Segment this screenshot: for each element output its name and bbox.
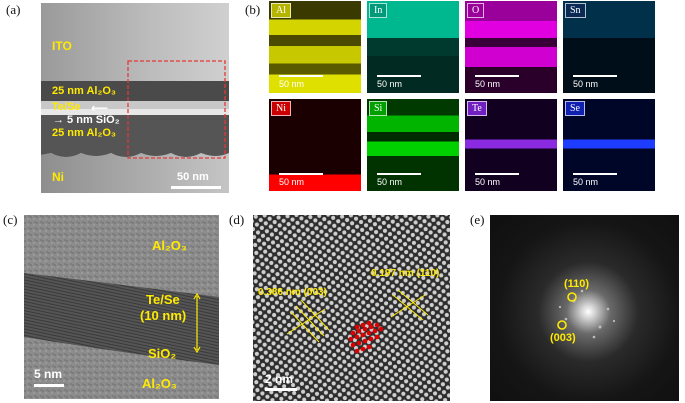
label-ito: ITO <box>52 39 72 53</box>
ni-layer <box>41 153 229 193</box>
double-arrow-icon <box>193 293 201 353</box>
eds-map-ni: Ni 50 nm <box>269 99 361 191</box>
scale-bar-label-d: 2 nm <box>265 372 294 386</box>
label-fft-110: (110) <box>564 278 590 290</box>
panel-label-d: (d) <box>229 212 245 227</box>
panel-d-lattice-image: 0.386 nm (003) 0.197 nm (110) 2 nm <box>253 215 450 401</box>
label-tese: Te/Se <box>52 101 81 113</box>
label-spacing-110: 0.197 nm (110) <box>371 268 440 279</box>
tese-layer <box>41 101 229 109</box>
label-ni: Ni <box>52 170 64 184</box>
eds-map-o: O 50 nm <box>465 1 557 93</box>
eds-map-al: Al 50 nm <box>269 1 361 93</box>
panel-b-eds-maps: Al 50 nm In 50 nm O 50 nm Sn 50 nm Ni 50… <box>269 1 664 196</box>
label-sio2: → 5 nm SiO₂ <box>53 114 120 126</box>
panel-label-e: (e) <box>470 212 485 227</box>
tese-lattice-band <box>24 273 219 365</box>
eds-scale-bar <box>573 173 617 175</box>
scale-bar-c <box>34 384 64 387</box>
panel-a-tem-image: ITO 25 nm Al₂O₃ Te/Se ⟵ → 5 nm SiO₂ 25 n… <box>41 3 229 193</box>
label-al2o3-top-c: Al₂O₃ <box>152 238 187 253</box>
eds-map-si: Si 50 nm <box>367 99 459 191</box>
eds-scale-label: 50 nm <box>279 177 305 187</box>
eds-region-box <box>127 60 226 159</box>
eds-tag-sn: Sn <box>565 3 586 18</box>
label-sio2-c: SiO₂ <box>148 346 177 361</box>
fft-spot-003 <box>557 320 567 330</box>
label-al2o3-top: 25 nm Al₂O₃ <box>52 85 116 97</box>
label-thickness-c: (10 nm) <box>140 308 187 323</box>
eds-scale-label: 50 nm <box>475 79 501 89</box>
label-spacing-003: 0.386 nm (003) <box>258 287 327 298</box>
eds-scale-label: 50 nm <box>279 79 305 89</box>
eds-scale-label: 50 nm <box>573 177 599 187</box>
eds-map-sn: Sn 50 nm <box>563 1 655 93</box>
fft-spot-110 <box>567 292 577 302</box>
arrow-icon: ⟵ <box>91 101 109 115</box>
scale-bar-label-c: 5 nm <box>34 367 63 381</box>
eds-map-te: Te 50 nm <box>465 99 557 191</box>
eds-scale-label: 50 nm <box>377 79 403 89</box>
panel-e-fft-spots <box>557 289 616 339</box>
eds-scale-bar <box>279 75 323 77</box>
panel-c-hrtem-image: Al₂O₃ Te/Se (10 nm) SiO₂ Al₂O₃ 5 nm <box>24 215 219 399</box>
lattice-spacing-markers-110 <box>390 289 429 321</box>
eds-tag-al: Al <box>271 3 291 18</box>
label-fft-003: (003) <box>550 332 576 344</box>
eds-tag-o: O <box>467 3 485 18</box>
eds-scale-bar <box>475 173 519 175</box>
panel-a-layers <box>41 3 229 193</box>
eds-map-se: Se 50 nm <box>563 99 655 191</box>
eds-scale-bar <box>279 173 323 175</box>
eds-tag-se: Se <box>565 101 585 116</box>
panel-label-b: (b) <box>245 2 261 17</box>
atomic-model <box>348 320 384 354</box>
eds-tag-si: Si <box>369 101 388 116</box>
eds-tag-ni: Ni <box>271 101 291 116</box>
scale-bar-a <box>171 186 221 189</box>
panel-label-a: (a) <box>6 2 21 17</box>
eds-scale-bar <box>377 173 421 175</box>
panel-c-layers <box>24 215 219 399</box>
panel-d-lattice <box>253 215 450 401</box>
ito-layer <box>41 3 229 81</box>
al2o3-top-layer <box>41 81 229 101</box>
panel-e-fft-image: (110) (003) <box>490 215 679 401</box>
label-al2o3-bottom: 25 nm Al₂O₃ <box>52 127 116 139</box>
eds-map-in: In 50 nm <box>367 1 459 93</box>
eds-scale-bar <box>573 75 617 77</box>
eds-scale-bar <box>377 75 421 77</box>
label-tese-c: Te/Se <box>146 292 180 307</box>
eds-scale-label: 50 nm <box>377 177 403 187</box>
al2o3-bottom-layer <box>41 115 229 157</box>
panel-label-c: (c) <box>3 212 18 227</box>
eds-scale-label: 50 nm <box>573 79 599 89</box>
scale-bar-d <box>265 388 297 391</box>
eds-tag-in: In <box>369 3 388 18</box>
sio2-layer <box>41 109 229 115</box>
scale-bar-label-a: 50 nm <box>177 171 209 183</box>
lattice-spacing-markers-003 <box>286 299 330 343</box>
label-al2o3-bottom-c: Al₂O₃ <box>142 376 177 391</box>
eds-scale-label: 50 nm <box>475 177 501 187</box>
eds-tag-te: Te <box>467 101 487 116</box>
eds-scale-bar <box>475 75 519 77</box>
